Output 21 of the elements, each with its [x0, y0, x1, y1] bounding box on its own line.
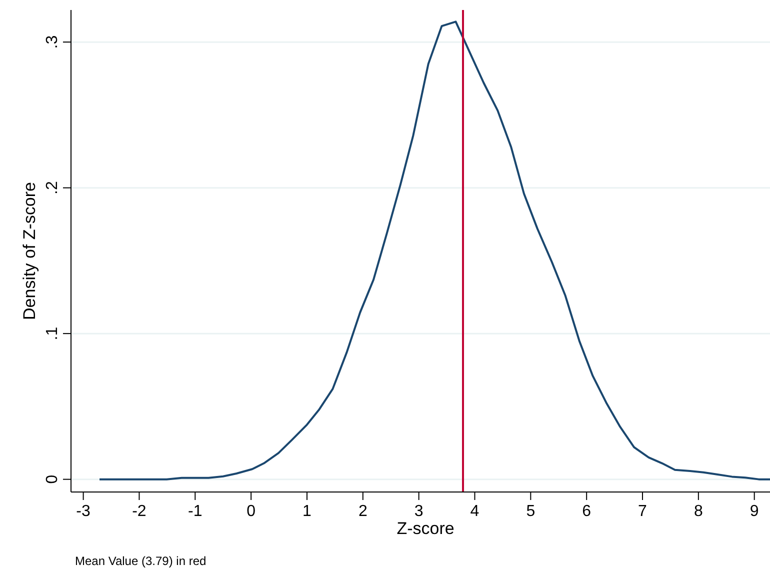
- line-series: [98, 20, 770, 480]
- x-tick-label: 7: [638, 503, 648, 520]
- y-axis-title: Density of Z-score: [20, 182, 39, 320]
- x-tick-label: 1: [302, 503, 312, 520]
- x-tick-label: 0: [246, 503, 256, 520]
- x-tick-label: -1: [188, 503, 202, 520]
- x-axis-title: Z-score: [396, 519, 454, 538]
- x-tick-label: -3: [76, 503, 91, 520]
- x-tick-label: 5: [526, 503, 536, 520]
- x-tick-label: 8: [694, 503, 703, 520]
- y-tick-label: .1: [44, 326, 61, 340]
- x-tick-label: -2: [132, 503, 146, 520]
- x-tick-label: 6: [582, 503, 592, 520]
- y-tick-label: .2: [44, 181, 61, 194]
- x-tick-label: 9: [750, 503, 759, 520]
- x-tick-label: 4: [470, 503, 480, 520]
- y-tick-label: .3: [44, 35, 61, 49]
- text: Mean Value (3.79) in red: [75, 554, 206, 568]
- y-tick-label: 0: [44, 474, 61, 484]
- x-tick-label: 2: [358, 503, 368, 520]
- x-tick-label: 3: [414, 503, 424, 520]
